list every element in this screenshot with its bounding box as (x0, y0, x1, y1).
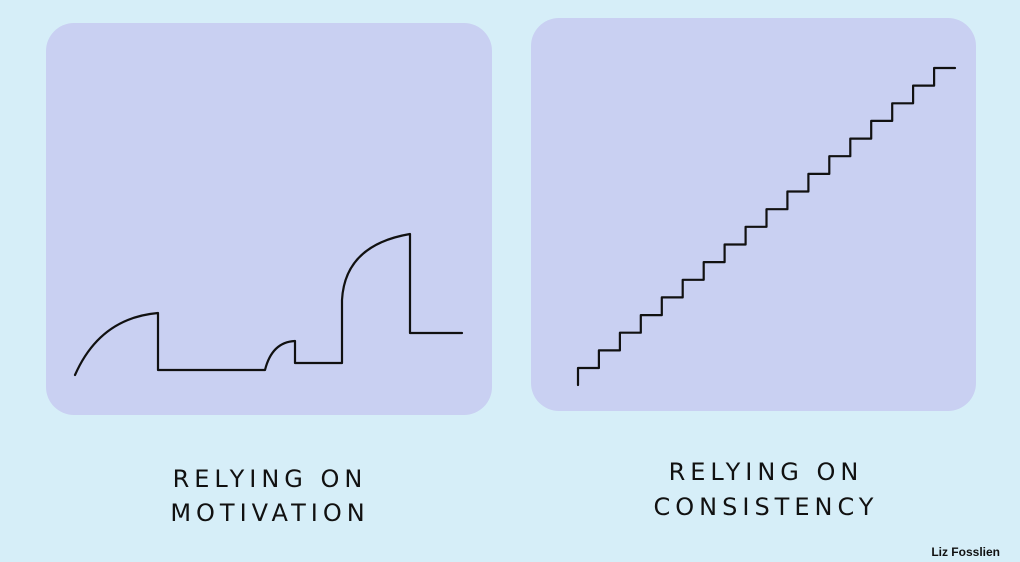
right-caption-line-2: CONSISTENCY (654, 493, 879, 521)
right-panel (531, 18, 976, 411)
motivation-line (73, 232, 464, 377)
right-caption-line-1: RELYING ON (669, 458, 864, 486)
left-caption-line-1: RELYING ON (173, 465, 368, 493)
left-caption-line-2: MOTIVATION (170, 499, 369, 527)
credit: Liz Fosslien (931, 545, 1000, 559)
left-panel (46, 23, 492, 415)
consistency-stairs (576, 66, 957, 387)
